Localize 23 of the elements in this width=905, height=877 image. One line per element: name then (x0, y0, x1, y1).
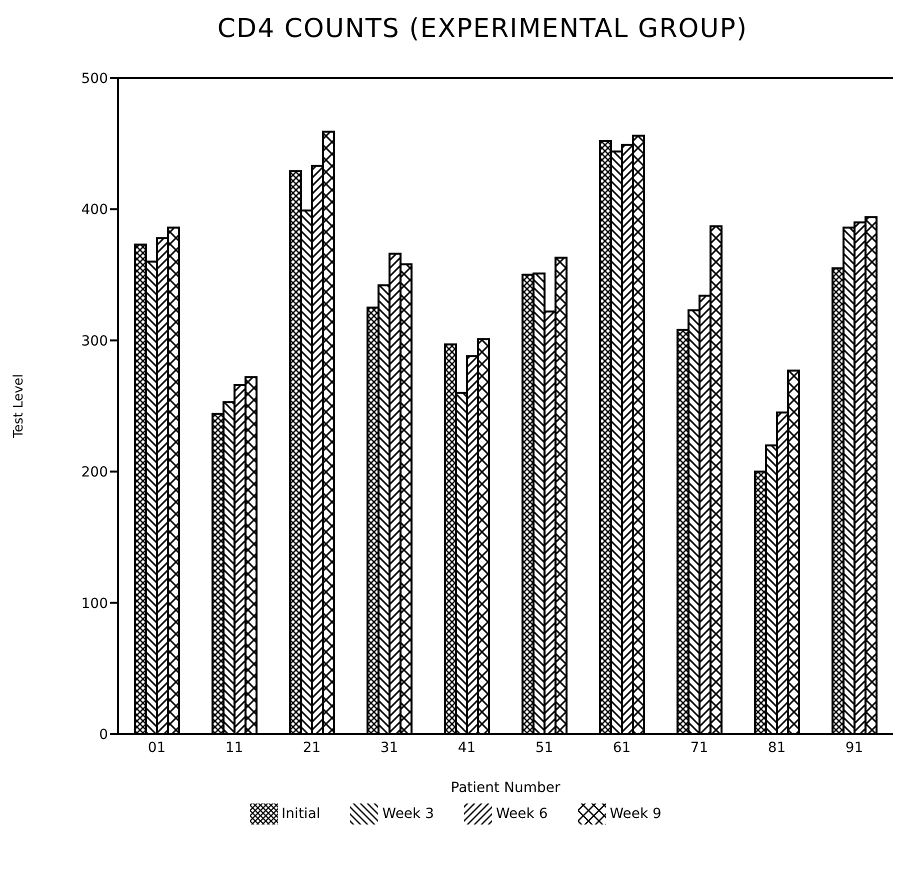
x-tick-label: 41 (458, 740, 476, 756)
x-tick-label: 21 (302, 740, 321, 756)
x-tick-label: 01 (148, 740, 166, 756)
chart-title: CD4 COUNTS (EXPERIMENTAL GROUP) (216, 14, 749, 44)
x-tick-label: 31 (380, 740, 398, 756)
x-tick-label: 81 (768, 740, 786, 756)
x-tick-label: 61 (612, 740, 631, 756)
y-tick-label: 300 (81, 333, 108, 350)
x-tick-label: 51 (535, 740, 554, 756)
y-tick-label: 200 (81, 464, 108, 481)
x-tick-label: 11 (225, 740, 244, 756)
y-tick-label: 0 (99, 726, 108, 743)
y-tick-label: 500 (81, 70, 108, 87)
y-tick-label: 100 (81, 596, 108, 612)
x-axis-title: Patient Number (450, 780, 560, 796)
legend-label: Week 9 (610, 806, 662, 822)
y-tick-label: 400 (81, 202, 108, 218)
legend-label: Week 3 (382, 806, 434, 822)
y-axis-title: Test Level (12, 374, 27, 440)
legend-label: Week 6 (496, 806, 548, 822)
x-tick-label: 91 (845, 740, 864, 756)
x-tick-label: 71 (690, 740, 708, 756)
legend-label: Initial (282, 806, 320, 822)
